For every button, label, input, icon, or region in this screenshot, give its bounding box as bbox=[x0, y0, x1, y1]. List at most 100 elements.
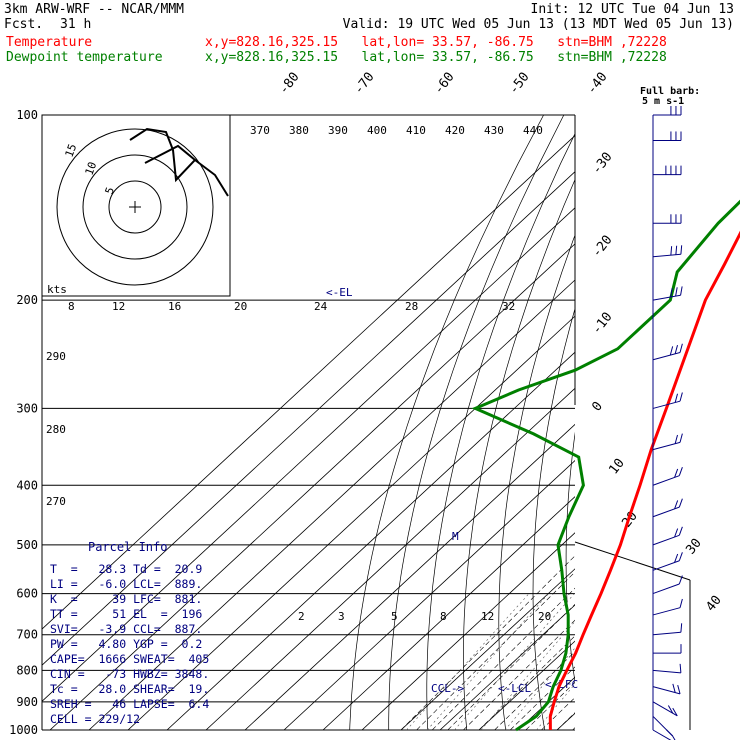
isotherm-line bbox=[361, 532, 575, 730]
isotherm-line bbox=[322, 496, 575, 730]
wind-barb-flag bbox=[674, 344, 678, 354]
mixing-ratio-line bbox=[454, 593, 575, 730]
forecast-hours: 31 h bbox=[60, 17, 92, 32]
moist-adiabat bbox=[400, 555, 575, 730]
pressure-label: 400 bbox=[16, 478, 38, 492]
dry-adiabat bbox=[463, 178, 575, 730]
isotherm-line bbox=[42, 207, 575, 702]
hodograph-axis-label: 28 bbox=[405, 300, 418, 313]
pressure-label: 100 bbox=[16, 108, 38, 122]
mixing-ratio-label: 12 bbox=[481, 610, 494, 623]
lcl-marker: <-LCL bbox=[498, 682, 531, 695]
theta-label: 400 bbox=[367, 124, 387, 137]
theta-label: 420 bbox=[445, 124, 465, 137]
isotherm-line bbox=[42, 135, 575, 630]
dry-adiabat bbox=[532, 307, 575, 730]
pressure-label: 500 bbox=[16, 538, 38, 552]
wind-barb-flag bbox=[674, 434, 678, 444]
wind-barb bbox=[652, 253, 681, 258]
isotherm-line bbox=[596, 115, 740, 730]
dewpoint-location: x,y=828.16,325.15 lat,lon= 33.57, -86.75… bbox=[205, 50, 667, 65]
wind-barb-flag bbox=[675, 245, 678, 255]
dewpoint-profile bbox=[471, 199, 740, 732]
hodograph-axis-label: 16 bbox=[168, 300, 181, 313]
isotherm-label: 30 bbox=[683, 536, 704, 558]
isotherm-line bbox=[88, 279, 575, 730]
wind-barb-flag bbox=[680, 245, 683, 255]
hodograph-trace bbox=[194, 159, 229, 197]
wind-barb-flag bbox=[670, 246, 673, 256]
mixing-ratio-label: 3 bbox=[338, 610, 345, 623]
mixing-ratio-label: 2 bbox=[298, 610, 305, 623]
theta-label: 370 bbox=[250, 124, 270, 137]
isotherm-line bbox=[49, 243, 575, 730]
isotherm-line bbox=[127, 315, 575, 730]
isotherm-line bbox=[400, 568, 575, 730]
wind-barb-flag bbox=[674, 393, 678, 403]
isotherm-line bbox=[205, 387, 575, 730]
wind-barb bbox=[652, 294, 681, 301]
isotherm-label: 40 bbox=[703, 593, 724, 615]
wind-barb-flag bbox=[678, 526, 683, 536]
theta-left-label: 280 bbox=[46, 423, 66, 436]
wind-barb-flag bbox=[679, 433, 683, 443]
parcel-info-row: K = 39 LFC= 881. bbox=[50, 592, 202, 606]
parcel-info-row: PW = 4.80 YGP = 0.2 bbox=[50, 637, 202, 651]
wind-barb-flag bbox=[672, 735, 676, 740]
temperature-location: x,y=828.16,325.15 lat,lon= 33.57, -86.75… bbox=[205, 35, 667, 50]
hodograph-axis-label: 24 bbox=[314, 300, 328, 313]
dewpoint-legend: Dewpoint temperature bbox=[6, 50, 163, 65]
wind-barb-flag bbox=[674, 468, 679, 478]
wind-barb bbox=[652, 686, 681, 695]
mixing-ratio-label: 20 bbox=[538, 610, 551, 623]
wind-barb-flag bbox=[669, 346, 674, 356]
parcel-info-row: SREH = 46 LAPSE= 6.4 bbox=[50, 697, 209, 711]
moist-adiabat bbox=[494, 651, 575, 730]
init-time: Init: 12 UTC Tue 04 Jun 13 bbox=[530, 2, 735, 17]
theta-label: 380 bbox=[289, 124, 309, 137]
moist-adiabat bbox=[463, 619, 575, 730]
ccl-marker: CCL-> bbox=[431, 682, 464, 695]
isotherm-label: -60 bbox=[431, 70, 457, 98]
isotherm-label: -70 bbox=[351, 70, 377, 98]
barb-legend-line2: 5 m s-1 bbox=[642, 96, 684, 107]
isotherm-line bbox=[42, 171, 575, 666]
isotherm-line bbox=[439, 604, 575, 730]
dry-adiabat bbox=[598, 115, 685, 730]
pressure-label: 700 bbox=[16, 628, 38, 642]
isotherm-label: -50 bbox=[506, 70, 532, 98]
isotherm-line bbox=[244, 423, 575, 730]
isotherm-label: 0 bbox=[589, 399, 606, 414]
wind-barb-flag bbox=[678, 467, 683, 476]
pressure-label: 200 bbox=[16, 293, 38, 307]
dry-adiabat bbox=[388, 115, 565, 730]
wind-barb-flag bbox=[679, 343, 683, 353]
isotherm-label: -20 bbox=[589, 233, 615, 261]
wind-barb-flag bbox=[678, 575, 683, 585]
wind-barb-flag bbox=[667, 705, 674, 714]
temperature-legend: Temperature bbox=[6, 35, 93, 50]
wind-barb-flag bbox=[672, 683, 676, 693]
hodograph-ring-label: 10 bbox=[83, 160, 100, 177]
moist-adiabat bbox=[431, 587, 575, 730]
valid-time: Valid: 19 UTC Wed 05 Jun 13 (13 MDT Wed … bbox=[342, 17, 734, 32]
hodograph-ring bbox=[108, 180, 162, 234]
moist-adiabat bbox=[478, 635, 575, 730]
wind-barb bbox=[652, 475, 680, 486]
isotherm-line bbox=[635, 115, 740, 730]
pressure-label: 900 bbox=[16, 695, 38, 709]
pressure-label: 1000 bbox=[9, 723, 38, 737]
wind-barb-flag bbox=[666, 729, 674, 737]
barb-legend-line1: Full barb: bbox=[640, 86, 700, 97]
frame-diag bbox=[574, 541, 691, 581]
hodograph-unit: kts bbox=[47, 283, 67, 296]
wind-barb bbox=[652, 441, 681, 451]
wind-barb-flag bbox=[677, 685, 681, 694]
isotherm-line bbox=[517, 676, 575, 730]
dry-adiabat bbox=[717, 115, 740, 730]
wind-barb-flag bbox=[679, 392, 683, 402]
hodograph-axis-label: 8 bbox=[68, 300, 75, 313]
m-marker: M bbox=[452, 530, 459, 543]
hodograph-trace bbox=[129, 127, 197, 183]
